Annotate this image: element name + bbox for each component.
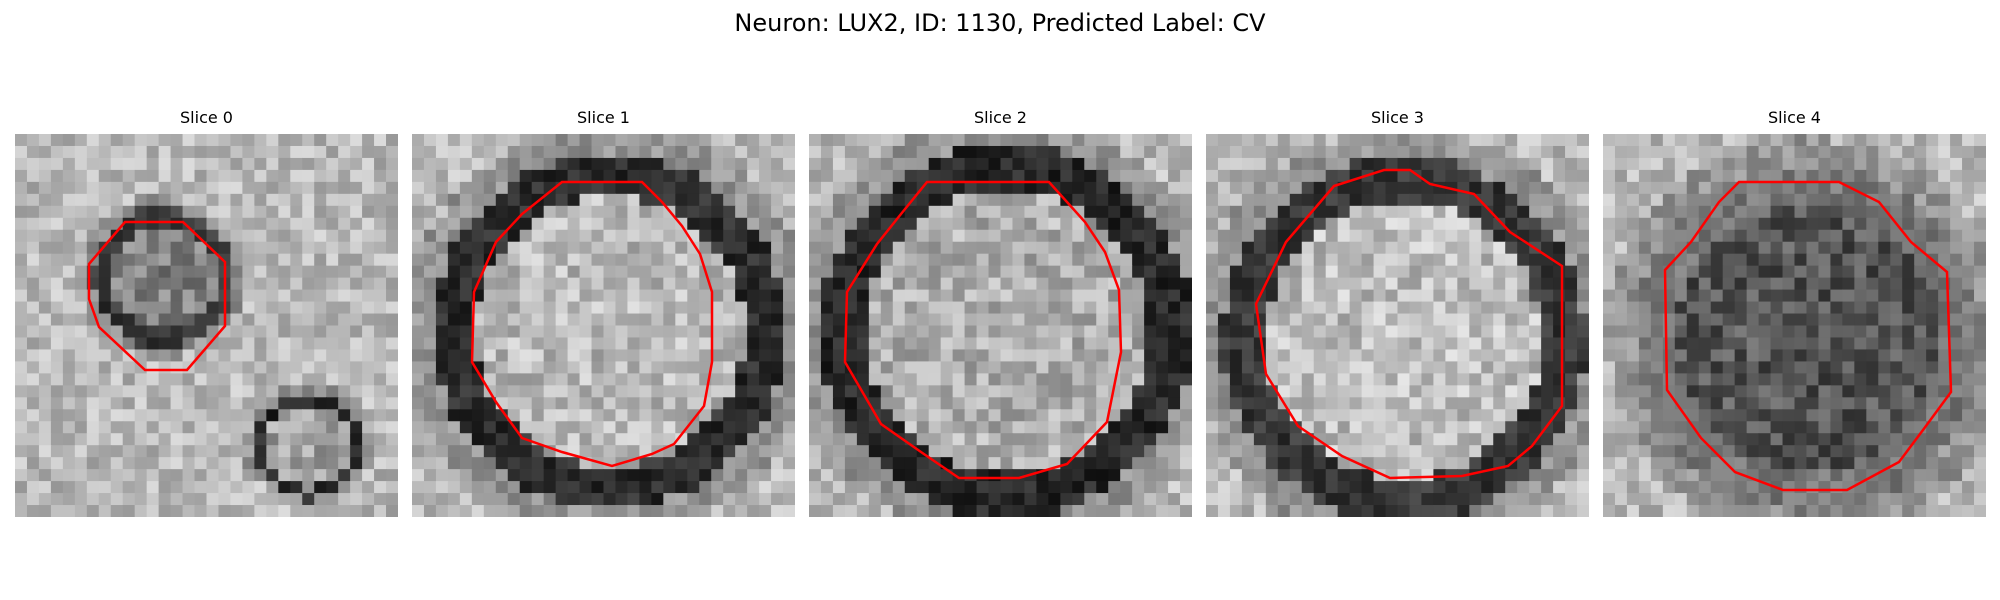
grayscale-image: [1206, 134, 1589, 517]
slice-image: [1603, 134, 1986, 517]
grayscale-image: [412, 134, 795, 517]
slice-title: Slice 1: [577, 108, 630, 127]
contour-outline: [1254, 168, 1564, 480]
contour-outline: [1663, 180, 1953, 492]
slice-title: Slice 3: [1371, 108, 1424, 127]
slice-panel-4: Slice 4: [1603, 108, 1986, 517]
slice-title: Slice 2: [974, 108, 1027, 127]
slice-panel-2: Slice 2: [809, 108, 1192, 517]
slice-panel-3: Slice 3: [1206, 108, 1589, 517]
grayscale-image: [15, 134, 398, 517]
figure-title: Neuron: LUX2, ID: 1130, Predicted Label:…: [734, 9, 1266, 37]
slice-title: Slice 0: [180, 108, 233, 127]
slice-image: [809, 134, 1192, 517]
slice-image: [15, 134, 398, 517]
slice-image: [1206, 134, 1589, 517]
slice-panel-0: Slice 0: [15, 108, 398, 517]
contour-outline: [87, 220, 227, 372]
slice-title: Slice 4: [1768, 108, 1821, 127]
grayscale-image: [809, 134, 1192, 517]
contour-outline: [843, 180, 1123, 480]
slice-panel-1: Slice 1: [412, 108, 795, 517]
slice-image: [412, 134, 795, 517]
grayscale-image: [1603, 134, 1986, 517]
contour-outline: [470, 180, 714, 468]
